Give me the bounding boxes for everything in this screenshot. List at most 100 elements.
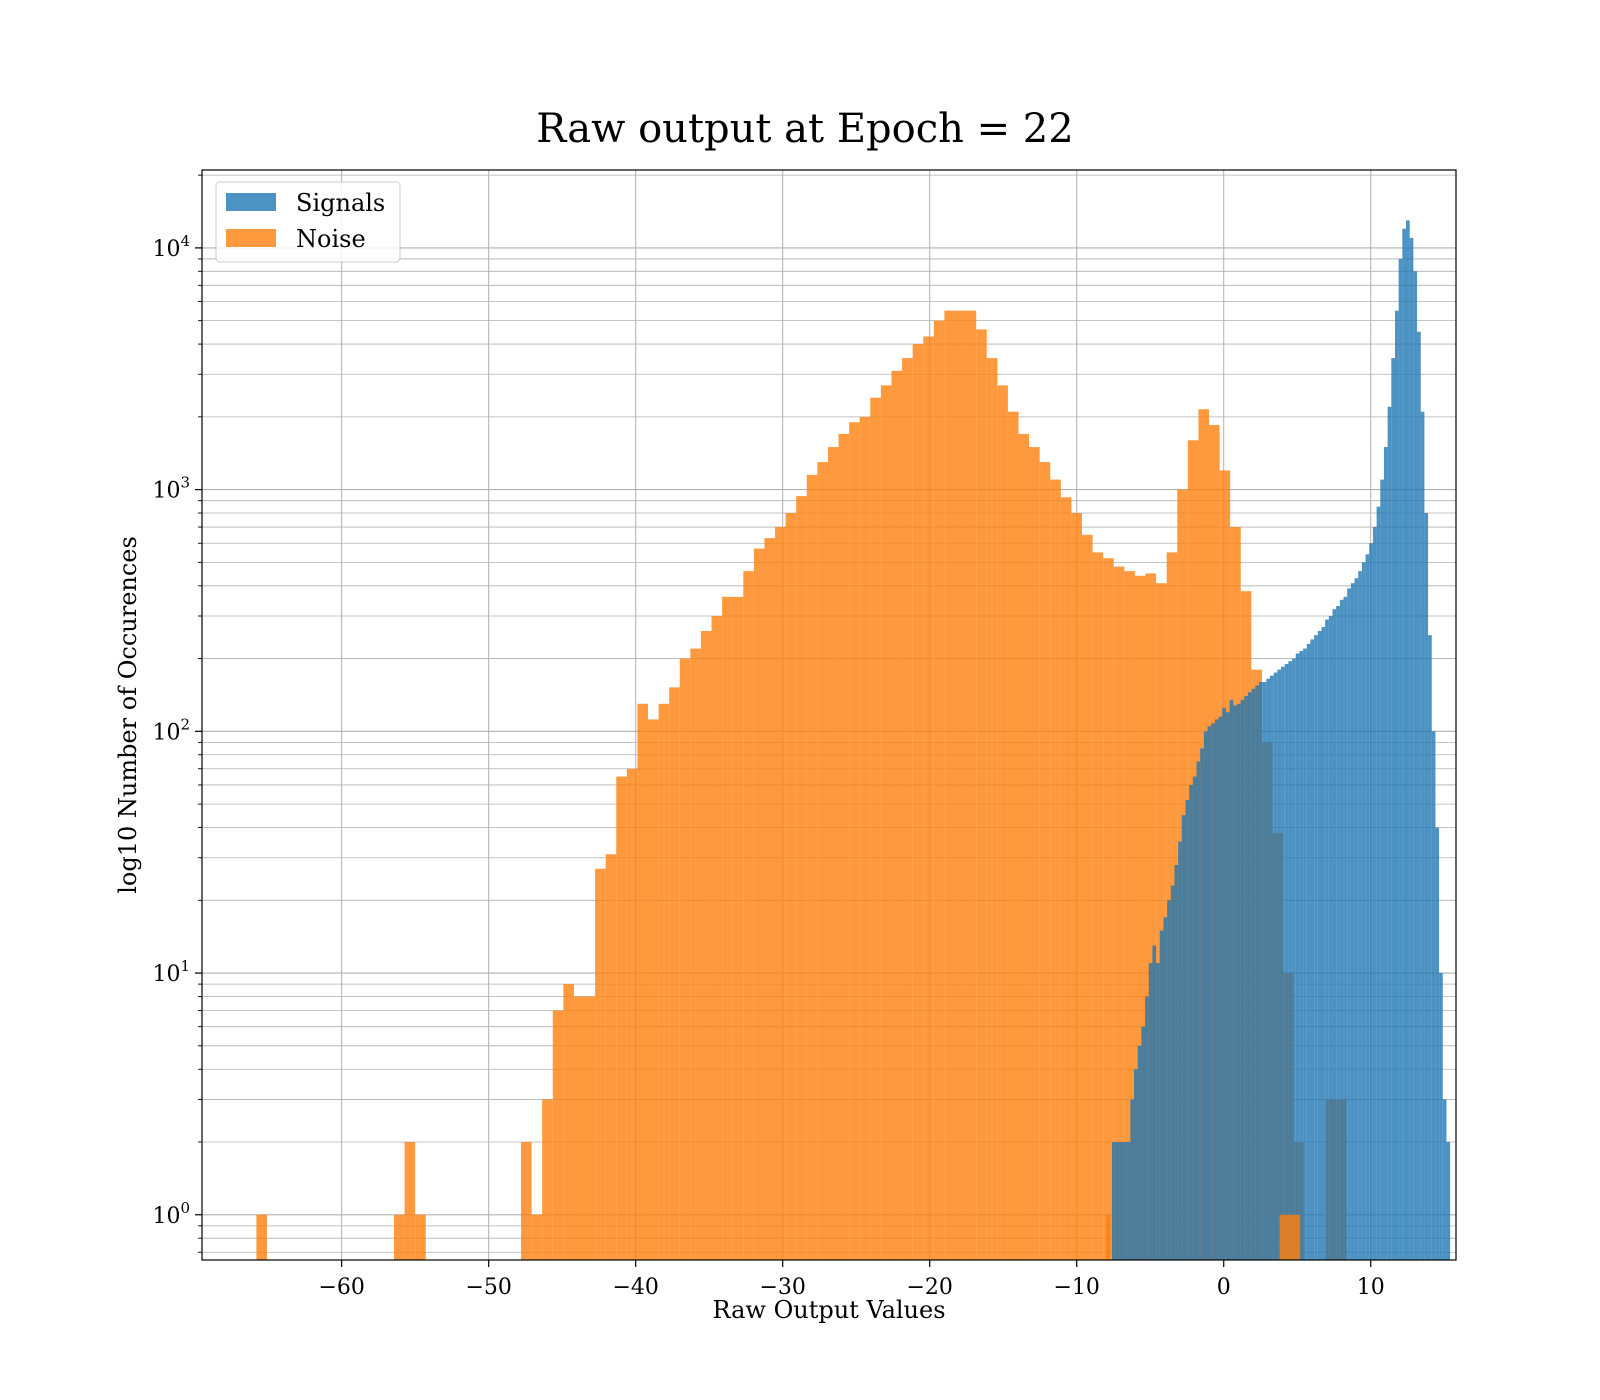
signal-histogram-bar [1145,996,1149,1260]
signal-histogram-bar [1244,696,1248,1260]
x-axis-label: Raw Output Values [712,1296,945,1324]
noise-histogram-bar [870,397,881,1260]
noise-histogram-bar [944,310,955,1261]
signal-histogram-bar [1192,776,1197,1260]
signal-histogram-bar [1111,1142,1116,1260]
signal-histogram-bar [1167,900,1171,1260]
noise-histogram-bar [521,1142,532,1260]
noise-histogram-bar [891,370,903,1260]
signal-histogram-bar [1394,310,1399,1261]
signal-histogram-bar [1130,1099,1135,1260]
signal-histogram-bar [1420,411,1425,1260]
signal-histogram-bar [1137,1045,1142,1260]
noise-histogram-bar [743,571,754,1260]
signal-histogram-bar [1152,945,1157,1260]
signal-histogram-bar [1148,963,1153,1260]
legend-swatch-noise [226,229,276,247]
signal-histogram-bar [1270,675,1274,1260]
noise-histogram-bar [732,596,744,1260]
noise-histogram-bar [912,344,924,1260]
noise-histogram-bar [838,433,850,1261]
noise-histogram-bar [764,538,776,1260]
signal-histogram-bar [1365,554,1370,1260]
signal-histogram-bar [1303,648,1307,1260]
legend-label-signals: Signals [296,189,385,217]
signal-histogram-bar [1387,406,1392,1260]
noise-histogram-bar [986,358,998,1260]
noise-histogram-bar [626,768,638,1260]
noise-histogram-bar [648,719,659,1260]
signal-histogram-bar [1181,815,1186,1260]
signal-histogram-bar [1424,513,1429,1260]
signal-histogram-bar [1343,596,1348,1260]
noise-histogram-bar [1060,497,1072,1260]
noise-histogram-bar [933,320,945,1260]
noise-histogram-bar [976,329,987,1260]
noise-histogram-bar [404,1142,416,1260]
noise-histogram-bar [658,703,670,1260]
signal-histogram-bar [1310,639,1315,1260]
noise-histogram-bar [1134,575,1146,1260]
signal-histogram-bar [1156,963,1160,1260]
signal-bars [1111,220,1451,1261]
signal-histogram-bar [1435,827,1440,1260]
signal-histogram-bar [1174,864,1179,1260]
noise-histogram-bar [616,776,627,1260]
signal-histogram-bar [1277,669,1282,1260]
signal-histogram-bar [1178,841,1182,1260]
x-tick-label: −30 [759,1275,805,1300]
signal-histogram-bar [1134,1069,1138,1260]
signal-histogram-bar [1251,688,1256,1260]
noise-histogram-bar [669,687,680,1260]
noise-histogram-bar [997,385,1008,1260]
signal-histogram-bar [1317,631,1322,1260]
x-tick-label: −20 [906,1275,952,1300]
signal-histogram-bar [1417,331,1421,1261]
noise-histogram-bar [923,336,934,1261]
noise-histogram-bar [563,984,574,1260]
noise-histogram-bar [1092,552,1104,1260]
noise-histogram-bar [965,310,977,1261]
signal-histogram-bar [1281,666,1285,1260]
signal-histogram-bar [1413,271,1418,1260]
plot-frame [201,169,1457,1261]
signal-histogram-bar [1292,658,1296,1260]
noise-histogram-bar [690,648,701,1260]
signal-histogram-bar [1358,571,1362,1260]
y-axis-label: log10 Number of Occurences [114,536,142,894]
noise-histogram-bar [954,310,966,1261]
noise-histogram-bar [753,548,765,1260]
signal-histogram-bar [1218,716,1223,1260]
x-tick-label: −10 [1053,1275,1099,1300]
noise-histogram-bar [1113,566,1125,1260]
signal-histogram-bar [1126,1142,1131,1260]
signal-histogram-bar [1431,731,1436,1260]
noise-histogram-bar [1050,479,1061,1261]
noise-histogram-bar [722,596,733,1260]
signal-histogram-bar [1376,506,1381,1260]
noise-histogram-bar [1106,1214,1111,1260]
signal-histogram-bar [1288,661,1293,1260]
noise-histogram-bar [595,868,606,1260]
noise-histogram-bar [679,658,691,1260]
signal-histogram-bar [1442,1099,1447,1260]
signal-histogram-bar [1383,447,1388,1260]
signal-histogram-bar [1361,562,1366,1260]
signal-histogram-bar [1185,799,1190,1260]
noise-histogram-bar [1082,534,1093,1260]
signal-histogram-bar [1402,228,1407,1261]
signal-histogram-bar [1428,635,1432,1260]
noise-histogram-bar [700,631,712,1260]
noise-histogram-bar [1039,462,1051,1261]
y-tick-label: 100 [152,1199,190,1229]
noise-histogram-bar [552,1010,564,1260]
signal-histogram-bar [1233,705,1237,1260]
chart-title: Raw output at Epoch = 22 [536,106,1073,152]
signal-histogram-bar [1295,653,1300,1260]
y-tick-label: 102 [152,715,190,745]
noise-histogram-bar [584,996,596,1260]
noise-histogram-bar [775,527,786,1260]
signal-histogram-bar [1255,685,1260,1260]
x-tick-label: −40 [612,1275,658,1300]
